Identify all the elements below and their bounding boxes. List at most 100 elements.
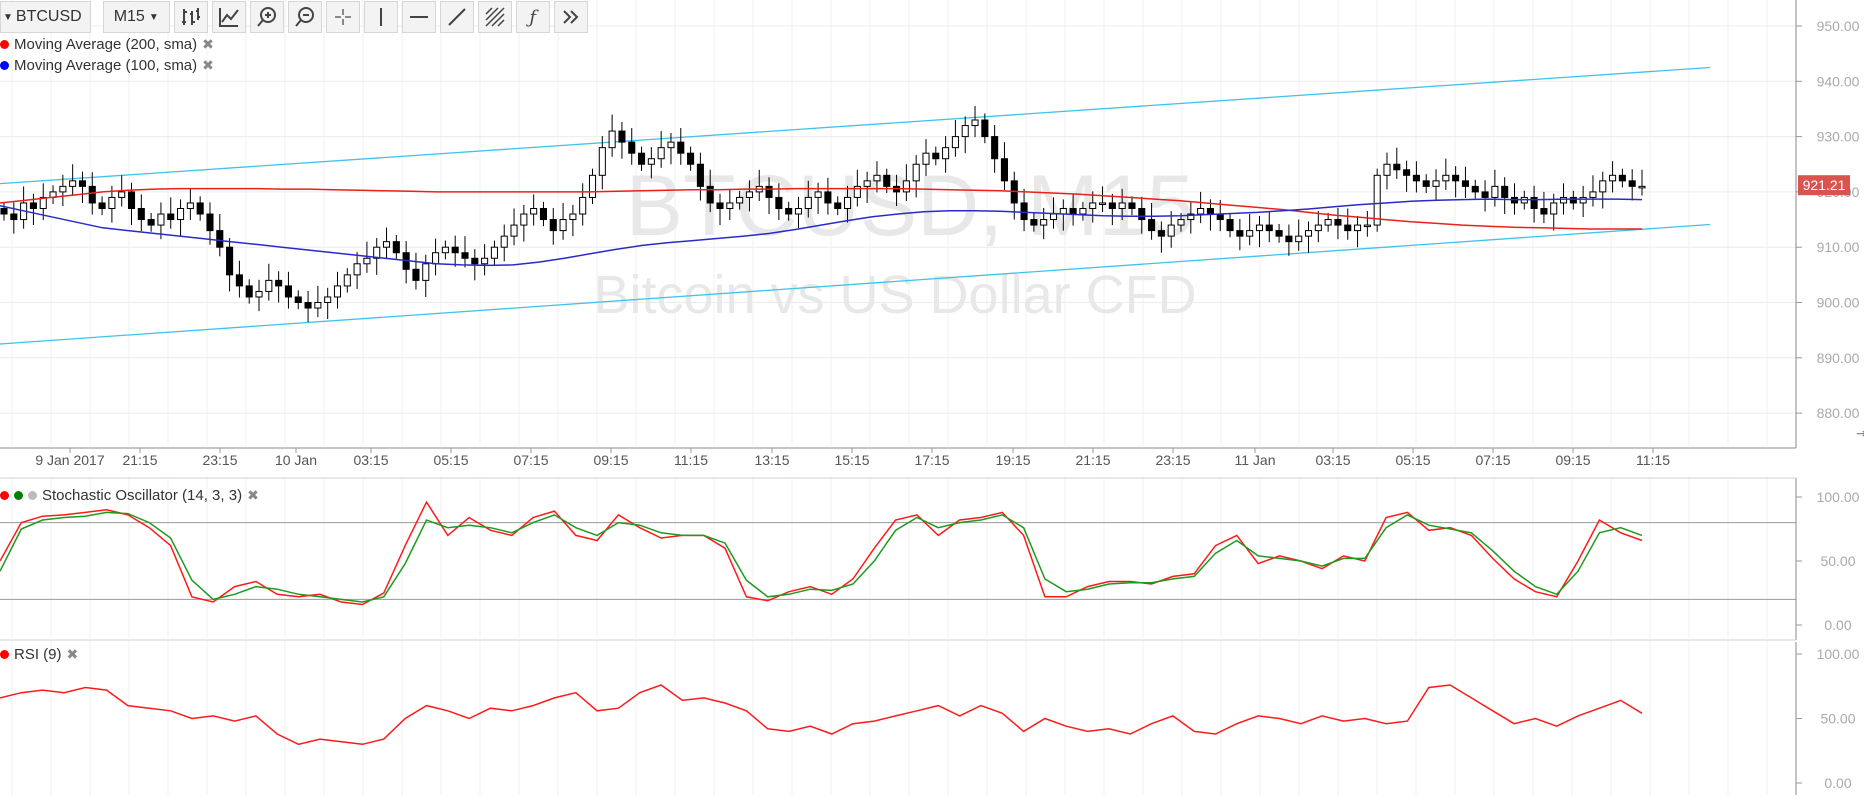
candle-body (177, 207, 185, 221)
rsi-y-tick-label: 50.00 (1820, 711, 1855, 727)
candle-body (1383, 163, 1391, 176)
candle-body (1295, 235, 1303, 243)
candle-body (1246, 230, 1254, 237)
rsi-pane[interactable] (0, 684, 1643, 746)
candle-body (1049, 213, 1058, 221)
candle-body (10, 213, 18, 221)
candle-body (363, 257, 371, 265)
x-tick-label: 17:15 (914, 452, 949, 468)
symbol-selector[interactable]: ▼ BTCUSD (0, 1, 91, 33)
rsi-line (0, 684, 1643, 746)
candle-body (942, 147, 950, 160)
candle-body (333, 285, 342, 298)
crosshair-icon[interactable] (325, 1, 360, 33)
x-tick-label: 07:15 (1475, 452, 1510, 468)
candle-body (706, 185, 714, 204)
candle-body (118, 191, 126, 198)
close-icon[interactable]: ✖ (247, 487, 259, 503)
legend-ma100[interactable]: Moving Average (100, sma) ✖ (0, 57, 214, 74)
candle-body (186, 202, 194, 209)
candle-body (147, 219, 155, 226)
candle-body (961, 125, 969, 138)
candle-body (579, 196, 587, 215)
candle-body (510, 224, 518, 237)
close-icon[interactable]: ✖ (202, 57, 214, 73)
stoch-d-dot (14, 491, 23, 500)
candle-body (775, 196, 783, 209)
stoch-k-dot (0, 491, 9, 500)
indicators-icon[interactable] (211, 1, 246, 33)
candle-body (294, 296, 302, 304)
candle-body (1157, 230, 1165, 237)
candle-body (1373, 174, 1381, 226)
candle-body (677, 141, 685, 154)
vertical-line-icon[interactable] (363, 1, 398, 33)
candle-body (127, 191, 136, 209)
more-icon[interactable] (553, 1, 588, 33)
candle-body (245, 285, 253, 298)
legend-rsi[interactable]: RSI (9) ✖ (0, 646, 78, 663)
candle-body (108, 196, 116, 209)
x-tick-label: 05:15 (1395, 452, 1430, 468)
candle-body (1275, 230, 1283, 237)
candle-body (569, 213, 577, 221)
zoom-in-icon[interactable] (249, 1, 284, 33)
legend-stochastic[interactable]: Stochastic Oscillator (14, 3, 3) ✖ (0, 487, 259, 504)
price-pane[interactable] (0, 66, 1711, 345)
candle-body (598, 147, 606, 176)
stoch-d-line (0, 511, 1643, 603)
candle-body (1304, 230, 1313, 237)
candle-body (687, 152, 695, 165)
legend-ma200[interactable]: Moving Average (200, sma) ✖ (0, 36, 214, 53)
candle-body (412, 268, 420, 281)
horizontal-line-icon[interactable] (401, 1, 436, 33)
candle-body (1000, 158, 1008, 182)
candle-body (785, 207, 793, 215)
candle-body (167, 213, 175, 221)
close-icon[interactable]: ✖ (66, 646, 79, 662)
fibonacci-icon[interactable] (477, 1, 512, 33)
candle-body (588, 174, 597, 198)
candle-body (638, 152, 646, 165)
candle-body (657, 147, 665, 160)
candle-body (1501, 185, 1509, 198)
candle-body (1354, 224, 1362, 232)
x-tick-label: 11:15 (1636, 452, 1670, 468)
candle-body (1216, 213, 1224, 221)
candle-body (461, 252, 469, 259)
candle-body (98, 202, 106, 209)
interval-selector[interactable]: M15 ▼ (102, 1, 170, 33)
bar-type-icon[interactable] (173, 1, 208, 33)
close-icon[interactable]: ✖ (202, 36, 214, 52)
zoom-out-icon[interactable] (287, 1, 322, 33)
ma200-label: Moving Average (200, sma) (14, 36, 198, 53)
candle-body (255, 290, 263, 298)
candle-body (206, 213, 214, 232)
candle-body (451, 246, 459, 254)
stochastic-pane[interactable] (0, 500, 1796, 606)
candle-body (883, 174, 891, 187)
candle-body (0, 207, 8, 215)
candle-body (834, 202, 842, 209)
function-icon[interactable]: ƒ (515, 1, 550, 33)
candle-body (1098, 202, 1107, 205)
x-tick-label: 15:15 (834, 452, 869, 468)
candle-body (304, 302, 312, 309)
candle-body (1471, 185, 1479, 193)
grid (0, 0, 1796, 795)
candle-body (1197, 207, 1205, 215)
candle-body (1491, 185, 1499, 198)
candle-body (78, 180, 87, 187)
candle-body (137, 207, 145, 221)
candle-body (736, 196, 744, 204)
y-tick-label: 940.00 (1817, 73, 1860, 89)
ma200-line (0, 187, 1642, 230)
x-tick-label: 07:15 (513, 452, 548, 468)
candle-body (520, 213, 528, 226)
candle-body (1589, 191, 1597, 198)
candle-body (284, 285, 292, 298)
candle-body (481, 257, 489, 265)
candle-body (1609, 174, 1617, 182)
trend-line-icon[interactable] (439, 1, 474, 33)
